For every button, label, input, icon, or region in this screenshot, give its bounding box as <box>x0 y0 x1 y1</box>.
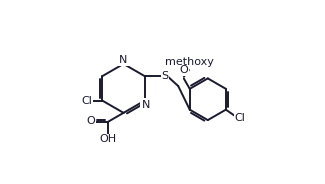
Text: O: O <box>87 116 95 126</box>
Text: S: S <box>161 71 168 81</box>
Text: N: N <box>119 55 128 65</box>
Text: N: N <box>141 100 150 110</box>
Text: Cl: Cl <box>234 113 245 123</box>
Text: O: O <box>179 65 188 75</box>
Text: OH: OH <box>99 135 116 144</box>
Text: methoxy: methoxy <box>165 57 214 67</box>
Text: Cl: Cl <box>82 96 93 106</box>
